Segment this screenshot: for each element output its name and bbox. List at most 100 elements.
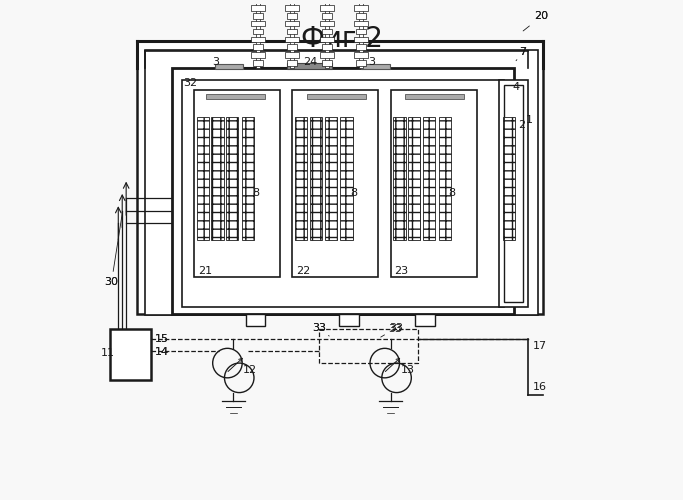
Bar <box>253 0 263 3</box>
Bar <box>285 36 299 42</box>
Bar <box>285 5 299 10</box>
Bar <box>295 117 307 240</box>
Bar <box>340 117 352 240</box>
Bar <box>288 60 297 66</box>
Bar <box>415 314 435 326</box>
Text: 13: 13 <box>400 366 415 376</box>
Bar <box>354 21 368 26</box>
Bar <box>393 117 406 240</box>
Bar <box>310 117 322 240</box>
Bar <box>354 52 368 58</box>
Bar <box>354 36 368 42</box>
Bar <box>253 13 263 18</box>
Bar <box>339 314 359 326</box>
Text: 32: 32 <box>183 78 197 88</box>
Bar <box>251 52 265 58</box>
Bar <box>316 94 355 98</box>
Text: 8: 8 <box>449 188 456 198</box>
Text: 7: 7 <box>520 47 527 57</box>
Text: 8: 8 <box>350 188 357 198</box>
Bar <box>423 117 435 240</box>
Text: 33: 33 <box>312 322 329 336</box>
Bar <box>197 117 209 240</box>
Bar <box>292 90 378 277</box>
Bar <box>253 44 263 50</box>
Bar <box>357 44 366 50</box>
Text: 3: 3 <box>212 57 220 67</box>
Text: 24: 24 <box>303 57 318 67</box>
Text: 22: 22 <box>296 266 311 276</box>
Bar <box>285 52 299 58</box>
Text: 30: 30 <box>104 277 119 287</box>
Bar <box>322 0 332 3</box>
Text: 7: 7 <box>516 47 527 60</box>
Bar <box>361 64 390 69</box>
Bar <box>251 5 265 10</box>
Bar <box>182 80 504 306</box>
Bar <box>320 328 418 363</box>
Bar <box>499 80 529 306</box>
Bar <box>324 117 337 240</box>
Bar <box>504 86 523 302</box>
Bar <box>503 117 515 240</box>
Bar <box>357 13 366 18</box>
Text: 20: 20 <box>534 12 548 22</box>
Bar <box>256 0 260 68</box>
Text: 11: 11 <box>100 348 115 358</box>
Bar <box>391 90 477 277</box>
Bar <box>217 94 257 98</box>
Text: 30: 30 <box>104 214 122 287</box>
Bar <box>214 64 243 69</box>
Bar <box>320 21 333 26</box>
Text: 14: 14 <box>154 348 169 358</box>
Bar <box>320 36 333 42</box>
Text: 4: 4 <box>512 82 519 92</box>
Bar <box>354 5 368 10</box>
Bar <box>322 28 332 34</box>
Bar <box>320 52 333 58</box>
Bar <box>322 13 332 18</box>
Bar <box>137 41 543 314</box>
Text: 2: 2 <box>518 120 526 130</box>
Bar <box>172 68 514 314</box>
Text: 8: 8 <box>252 188 259 198</box>
Text: 33: 33 <box>388 324 402 334</box>
Bar <box>325 0 329 68</box>
Bar <box>253 28 263 34</box>
Bar <box>288 0 297 3</box>
Bar <box>111 328 151 380</box>
Bar <box>288 13 297 18</box>
Text: 12: 12 <box>243 366 257 376</box>
Bar <box>357 28 366 34</box>
Bar <box>285 21 299 26</box>
Text: 1: 1 <box>526 114 533 124</box>
Text: 15: 15 <box>151 334 169 344</box>
Bar <box>288 28 297 34</box>
Bar <box>288 63 332 69</box>
Bar <box>357 60 366 66</box>
Bar <box>406 94 464 99</box>
Bar <box>145 50 538 316</box>
Bar <box>251 36 265 42</box>
Bar <box>242 117 254 240</box>
Bar <box>206 94 265 99</box>
Bar <box>253 60 263 66</box>
Text: 20: 20 <box>523 12 548 31</box>
Text: 15: 15 <box>154 334 169 344</box>
Text: 33: 33 <box>312 322 326 332</box>
Text: 33: 33 <box>380 322 404 337</box>
Bar <box>226 117 238 240</box>
Bar <box>288 44 297 50</box>
Bar <box>438 117 451 240</box>
Bar <box>194 90 280 277</box>
Bar <box>251 21 265 26</box>
Text: 17: 17 <box>533 341 547 351</box>
Text: 14: 14 <box>151 348 169 358</box>
Bar <box>246 314 265 326</box>
Bar <box>322 60 332 66</box>
Text: 16: 16 <box>533 382 547 392</box>
Bar <box>357 0 366 3</box>
Bar <box>320 5 333 10</box>
Bar <box>212 117 224 240</box>
Text: 23: 23 <box>395 266 408 276</box>
